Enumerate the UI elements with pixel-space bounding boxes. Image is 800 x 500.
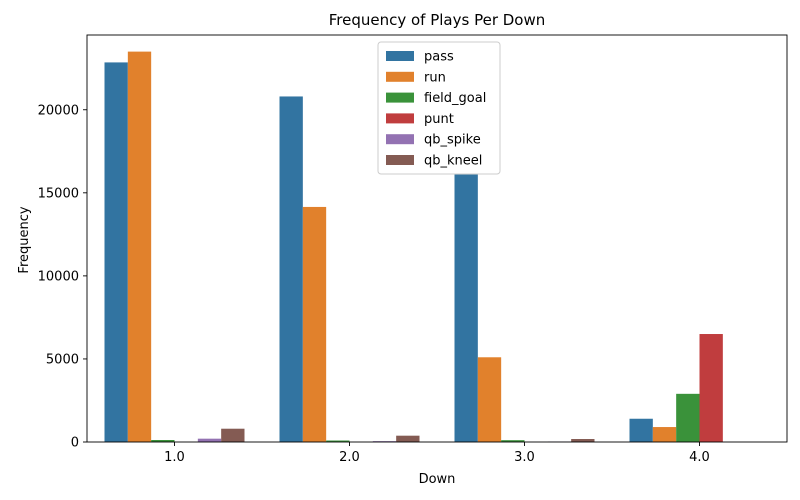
legend-label-run: run (424, 70, 446, 85)
bar-pass-4.0 (629, 418, 653, 442)
legend-label-punt: punt (424, 112, 454, 127)
bar-qb_kneel-2.0 (396, 435, 420, 442)
bar-qb_kneel-3.0 (571, 439, 595, 442)
legend-swatch-pass (386, 51, 414, 61)
bar-pass-3.0 (454, 174, 478, 443)
legend-swatch-qb_kneel (386, 155, 414, 165)
legend-label-qb_spike: qb_spike (424, 133, 481, 148)
legend-swatch-run (386, 71, 414, 82)
x-tick-label: 2.0 (339, 450, 360, 465)
bar-field_goal-1.0 (151, 440, 175, 442)
axes-group: 0 5000 10000 15000 20000 1.0 2.0 3.0 4.0 (38, 34, 788, 465)
y-tick-label: 20000 (38, 103, 79, 118)
x-tick-label: 1.0 (164, 450, 185, 465)
chart-title: Frequency of Plays Per Down (329, 11, 546, 29)
legend-label-pass: pass (424, 50, 454, 65)
bar-run-3.0 (477, 357, 502, 442)
x-tick-label: 3.0 (514, 450, 535, 465)
x-axis-title: Down (419, 472, 456, 487)
x-tick-label: 4.0 (689, 450, 710, 465)
legend-label-field_goal: field_goal (424, 91, 486, 106)
legend-swatch-punt (386, 113, 414, 124)
bar-run-1.0 (127, 51, 152, 442)
y-tick-label: 5000 (46, 352, 79, 367)
bars-group (104, 51, 723, 443)
bar-field_goal-3.0 (501, 440, 525, 442)
bar-pass-2.0 (279, 96, 303, 443)
bar-qb_spike-1.0 (197, 438, 222, 442)
bar-field_goal-4.0 (676, 393, 700, 442)
legend-swatch-qb_spike (386, 134, 414, 145)
plot-frame (86, 34, 788, 443)
y-tick-label: 10000 (38, 269, 79, 284)
bar-run-2.0 (302, 206, 327, 442)
legend-label-qb_kneel: qb_kneel (424, 154, 482, 169)
bar-run-4.0 (652, 427, 677, 442)
bar-pass-1.0 (104, 62, 128, 442)
bar-punt-4.0 (699, 334, 723, 442)
legend-swatch-field_goal (386, 92, 414, 103)
bar-qb_kneel-1.0 (221, 428, 245, 442)
y-tick-label: 15000 (38, 186, 79, 201)
bar-field_goal-2.0 (326, 440, 350, 442)
y-tick-label: 0 (71, 436, 79, 451)
y-axis-title: Frequency (17, 206, 32, 273)
